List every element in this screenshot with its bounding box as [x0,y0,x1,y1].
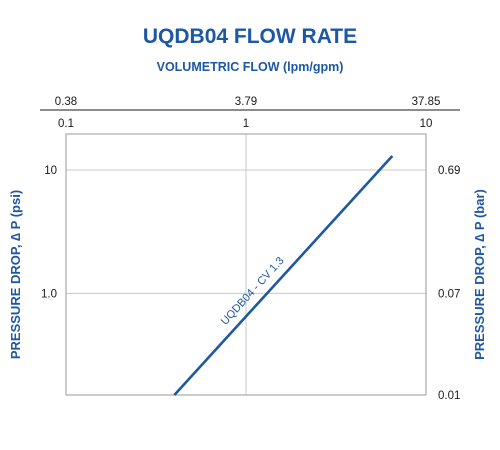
chart-title: UQDB04 FLOW RATE [143,25,357,48]
x-tick-top-2: 37.85 [412,96,441,108]
x-tick-bottom-2: 10 [420,118,433,130]
x-tick-bottom-0: 0.1 [58,118,74,130]
y-tick-left-0: 10 [44,165,57,177]
y-tick-right-0: 0.69 [438,165,460,177]
x-tick-top-1: 3.79 [235,96,257,108]
y-axis-title-right: PRESSURE DROP, ∆ P (bar) [472,189,487,360]
grid-lines [66,134,426,395]
y-axis-title-left: PRESSURE DROP, ∆ P (psi) [8,190,23,359]
chart-subtitle: VOLUMETRIC FLOW (lpm/gpm) [157,60,344,74]
series-line-0 [173,155,394,396]
series-layer: UQDB04 - CV 1.3 [173,155,394,396]
tick-labels: 0.38 3.79 37.85 0.1 1 10 10 1.0 0.69 0.07 0.01 [40,96,460,402]
y-tick-right-1: 0.07 [438,288,460,300]
x-tick-bottom-1: 1 [243,118,249,130]
series-label-0: UQDB04 - CV 1.3 [219,255,287,328]
x-tick-top-0: 0.38 [55,96,77,108]
y-tick-right-2: 0.01 [438,390,460,402]
y-tick-left-1: 1.0 [41,288,57,300]
plot-area [65,133,427,396]
